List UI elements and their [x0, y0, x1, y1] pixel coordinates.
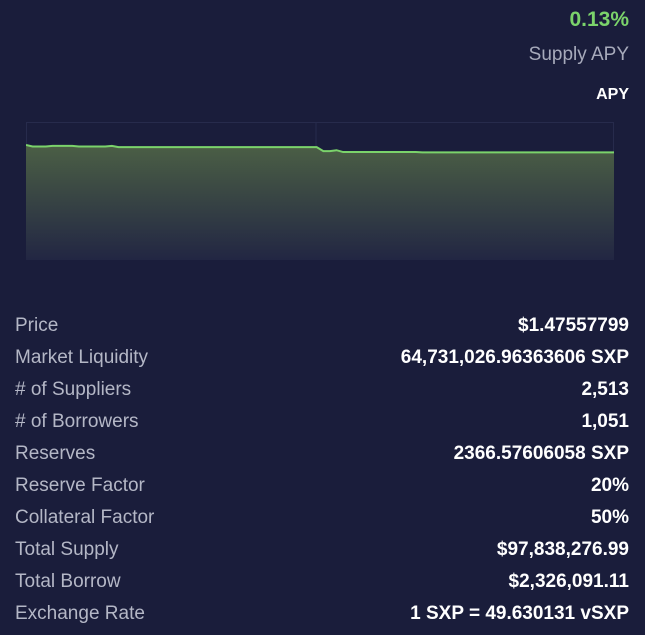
total-borrow-value: $2,326,091.11 [508, 571, 629, 592]
apy-area-fill [26, 145, 614, 260]
collateral-factor-value: 50% [590, 507, 629, 528]
stat-row-reserve-factor: Reserve Factor 20% [15, 470, 629, 502]
reserve-factor-value: 20% [590, 475, 629, 496]
total-supply-value: $97,838,276.99 [496, 539, 629, 560]
exchange-rate-value: 1 SXP = 49.630131 vSXP [410, 603, 629, 624]
total-supply-label: Total Supply [15, 539, 119, 560]
market-stats: Price $1.47557799 Market Liquidity 64,73… [15, 310, 629, 630]
price-label: Price [15, 315, 59, 336]
exchange-rate-label: Exchange Rate [15, 603, 145, 624]
stat-row-reserves: Reserves 2366.57606058 SXP [15, 438, 629, 470]
market-liquidity-value: 64,731,026.96363606 SXP [400, 347, 629, 368]
apy-tab[interactable]: APY [596, 86, 629, 103]
stat-row-market-liquidity: Market Liquidity 64,731,026.96363606 SXP [15, 342, 629, 374]
price-value: $1.47557799 [518, 315, 629, 336]
stat-row-total-supply: Total Supply $97,838,276.99 [15, 534, 629, 566]
apy-chart-svg [26, 122, 614, 260]
reserves-value: 2366.57606058 SXP [453, 443, 629, 464]
suppliers-label: # of Suppliers [15, 379, 132, 400]
reserves-label: Reserves [15, 443, 96, 464]
stat-row-suppliers: # of Suppliers 2,513 [15, 374, 629, 406]
stat-row-price: Price $1.47557799 [15, 310, 629, 342]
stat-row-exchange-rate: Exchange Rate 1 SXP = 49.630131 vSXP [15, 598, 629, 630]
apy-series-line [26, 144, 614, 154]
borrowers-label: # of Borrowers [15, 411, 139, 432]
apy-chart[interactable] [26, 122, 614, 260]
stat-row-borrowers: # of Borrowers 1,051 [15, 406, 629, 438]
suppliers-value: 2,513 [581, 379, 629, 400]
stat-row-total-borrow: Total Borrow $2,326,091.11 [15, 566, 629, 598]
supply-apy-caption: Supply APY [528, 44, 629, 65]
stat-row-collateral-factor: Collateral Factor 50% [15, 502, 629, 534]
total-borrow-label: Total Borrow [15, 571, 121, 592]
market-liquidity-label: Market Liquidity [15, 347, 149, 368]
collateral-factor-label: Collateral Factor [15, 507, 155, 528]
borrowers-value: 1,051 [581, 411, 629, 432]
reserve-factor-label: Reserve Factor [15, 475, 145, 496]
supply-apy-value: 0.13% [569, 8, 629, 31]
